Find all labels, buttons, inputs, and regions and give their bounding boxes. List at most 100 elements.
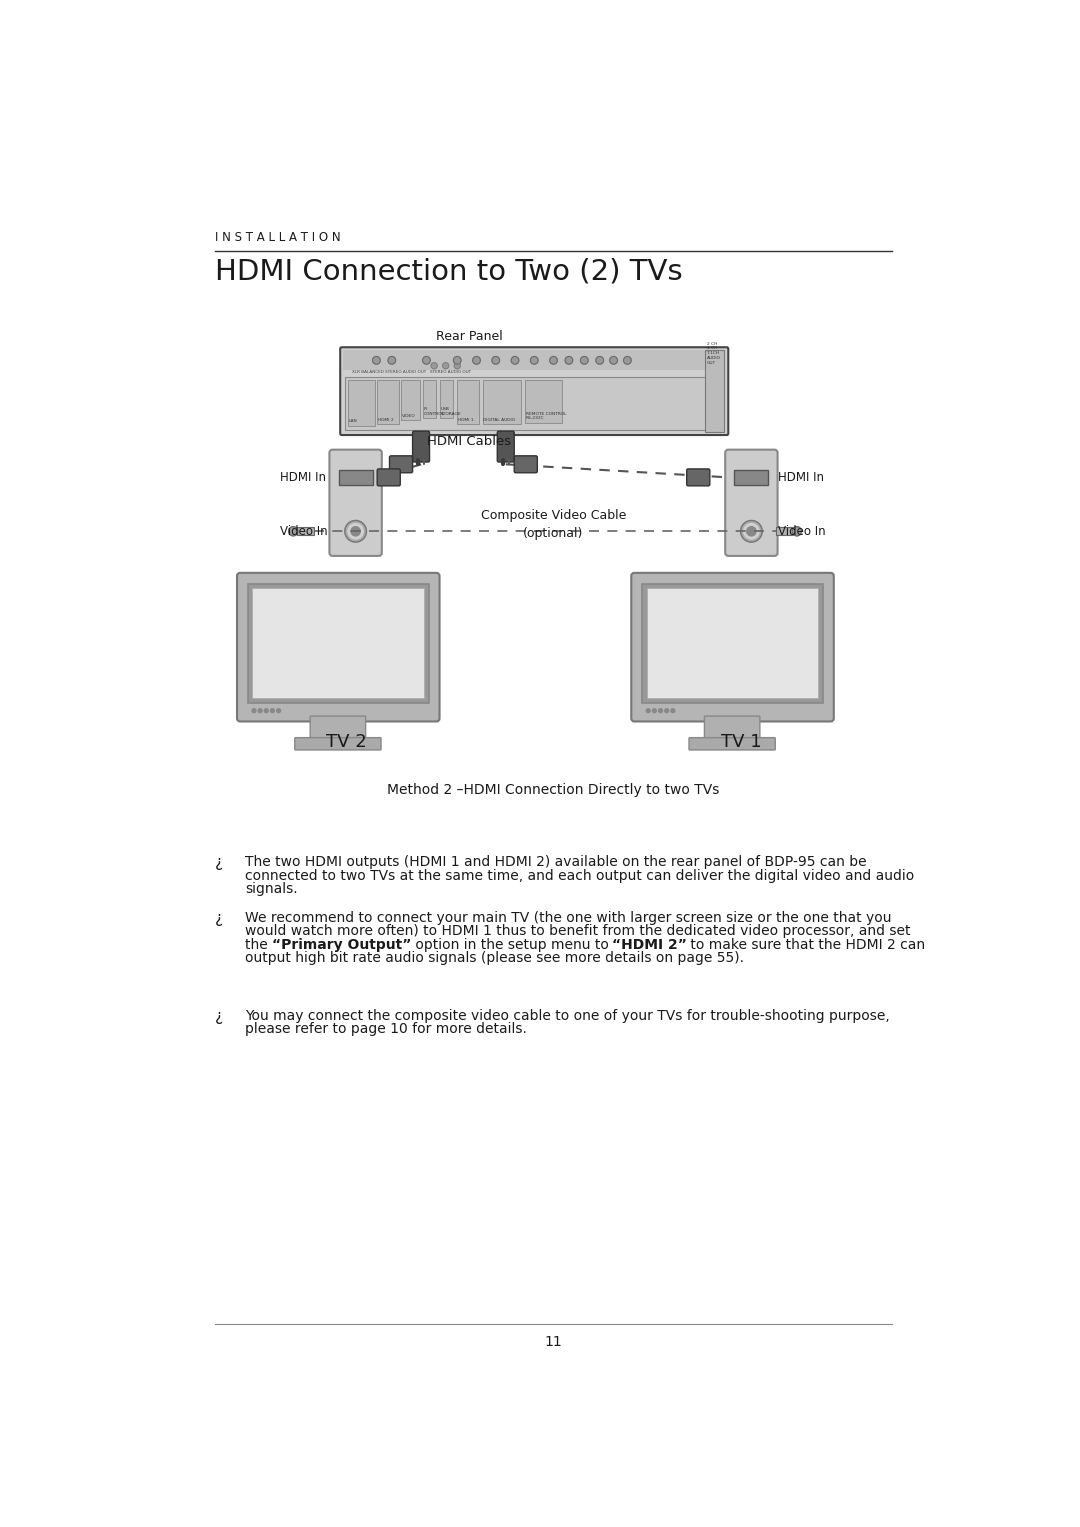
Circle shape [565,356,572,365]
Text: output high bit rate audio signals (please see more details on page 55).: output high bit rate audio signals (plea… [245,951,744,965]
Text: HDMI 2: HDMI 2 [378,418,393,421]
Text: We recommend to connect your main TV (the one with larger screen size or the one: We recommend to connect your main TV (th… [245,912,892,925]
Circle shape [550,356,557,365]
Text: USB
STORAGE: USB STORAGE [441,408,461,415]
FancyBboxPatch shape [647,588,819,698]
Circle shape [665,709,669,713]
FancyBboxPatch shape [343,350,725,371]
Circle shape [276,709,281,713]
FancyBboxPatch shape [377,469,401,486]
FancyBboxPatch shape [339,470,373,486]
Text: VIDEO: VIDEO [402,414,416,418]
Text: signals.: signals. [245,883,298,896]
Circle shape [646,709,650,713]
Text: DIGITAL AUDIO: DIGITAL AUDIO [484,418,515,421]
FancyBboxPatch shape [689,738,775,750]
Circle shape [422,356,430,365]
Text: ¿: ¿ [215,855,222,870]
Text: STEREO AUDIO OUT: STEREO AUDIO OUT [430,371,472,374]
Circle shape [610,356,618,365]
Text: You may connect the composite video cable to one of your TVs for trouble-shootin: You may connect the composite video cabl… [245,1009,890,1023]
Circle shape [530,356,538,365]
Text: please refer to page 10 for more details.: please refer to page 10 for more details… [245,1022,527,1037]
FancyBboxPatch shape [297,527,314,534]
Circle shape [580,356,589,365]
Text: HDMI Connection to Two (2) TVs: HDMI Connection to Two (2) TVs [215,258,683,286]
Text: Video In: Video In [280,525,327,538]
Text: HDMI 1: HDMI 1 [458,418,474,421]
FancyBboxPatch shape [725,449,778,556]
Circle shape [443,362,449,370]
FancyBboxPatch shape [497,431,514,463]
FancyBboxPatch shape [377,380,399,425]
FancyBboxPatch shape [295,738,381,750]
FancyBboxPatch shape [457,380,478,425]
FancyBboxPatch shape [687,469,710,486]
FancyBboxPatch shape [348,380,375,426]
Text: option in the setup menu to: option in the setup menu to [410,938,613,951]
FancyBboxPatch shape [483,380,522,425]
Text: 11: 11 [544,1335,563,1348]
Text: the: the [245,938,272,951]
Circle shape [491,356,500,365]
Circle shape [357,386,377,405]
Text: HDMI Cables: HDMI Cables [427,435,511,447]
Circle shape [270,709,274,713]
FancyBboxPatch shape [642,583,823,702]
FancyBboxPatch shape [734,470,768,486]
Text: ¿: ¿ [215,912,222,925]
Circle shape [348,524,363,539]
Circle shape [793,527,801,536]
Circle shape [741,521,762,542]
Text: REMOTE CONTROL
RS-232C: REMOTE CONTROL RS-232C [526,412,566,420]
Circle shape [389,386,407,405]
FancyBboxPatch shape [440,380,454,418]
Circle shape [351,527,361,536]
Circle shape [671,709,675,713]
Circle shape [596,356,604,365]
FancyBboxPatch shape [422,380,436,418]
Text: HDMI In: HDMI In [280,470,326,484]
Text: Method 2 –HDMI Connection Directly to two TVs: Method 2 –HDMI Connection Directly to tw… [388,783,719,797]
Text: HDMI In: HDMI In [779,470,824,484]
Text: XLR BALANCED STEREO AUDIO OUT: XLR BALANCED STEREO AUDIO OUT [352,371,426,374]
Circle shape [431,362,437,370]
Text: “HDMI 2”: “HDMI 2” [612,938,687,951]
Circle shape [373,356,380,365]
Circle shape [473,356,481,365]
Text: Video In: Video In [779,525,826,538]
FancyBboxPatch shape [329,449,382,556]
Text: The two HDMI outputs (HDMI 1 and HDMI 2) available on the rear panel of BDP-95 c: The two HDMI outputs (HDMI 1 and HDMI 2)… [245,855,867,869]
FancyBboxPatch shape [310,716,366,741]
FancyBboxPatch shape [345,377,723,431]
FancyBboxPatch shape [777,527,793,534]
Circle shape [746,527,756,536]
FancyBboxPatch shape [525,380,562,423]
FancyBboxPatch shape [340,347,728,435]
FancyBboxPatch shape [413,431,430,463]
FancyBboxPatch shape [632,573,834,721]
Circle shape [659,709,662,713]
Text: I N S T A L L A T I O N: I N S T A L L A T I O N [215,231,340,244]
Circle shape [455,362,460,370]
FancyBboxPatch shape [704,716,760,741]
Circle shape [454,356,461,365]
Circle shape [511,356,518,365]
Circle shape [252,709,256,713]
Circle shape [345,521,366,542]
Text: “Primary Output”: “Primary Output” [272,938,411,951]
Text: Rear Panel: Rear Panel [436,330,503,342]
Text: 2 CH
4 CH
7.1CH
AUDIO
OUT: 2 CH 4 CH 7.1CH AUDIO OUT [706,342,720,365]
Circle shape [352,380,382,411]
Text: TV 1: TV 1 [720,733,761,751]
Text: to make sure that the HDMI 2 can: to make sure that the HDMI 2 can [686,938,926,951]
FancyBboxPatch shape [401,380,419,420]
Circle shape [382,380,414,411]
Circle shape [623,356,632,365]
Text: IR
CONTROL: IR CONTROL [423,408,444,415]
FancyBboxPatch shape [514,457,538,473]
Circle shape [388,356,395,365]
Text: connected to two TVs at the same time, and each output can deliver the digital v: connected to two TVs at the same time, a… [245,869,915,883]
Text: TV 2: TV 2 [326,733,367,751]
Circle shape [265,709,268,713]
